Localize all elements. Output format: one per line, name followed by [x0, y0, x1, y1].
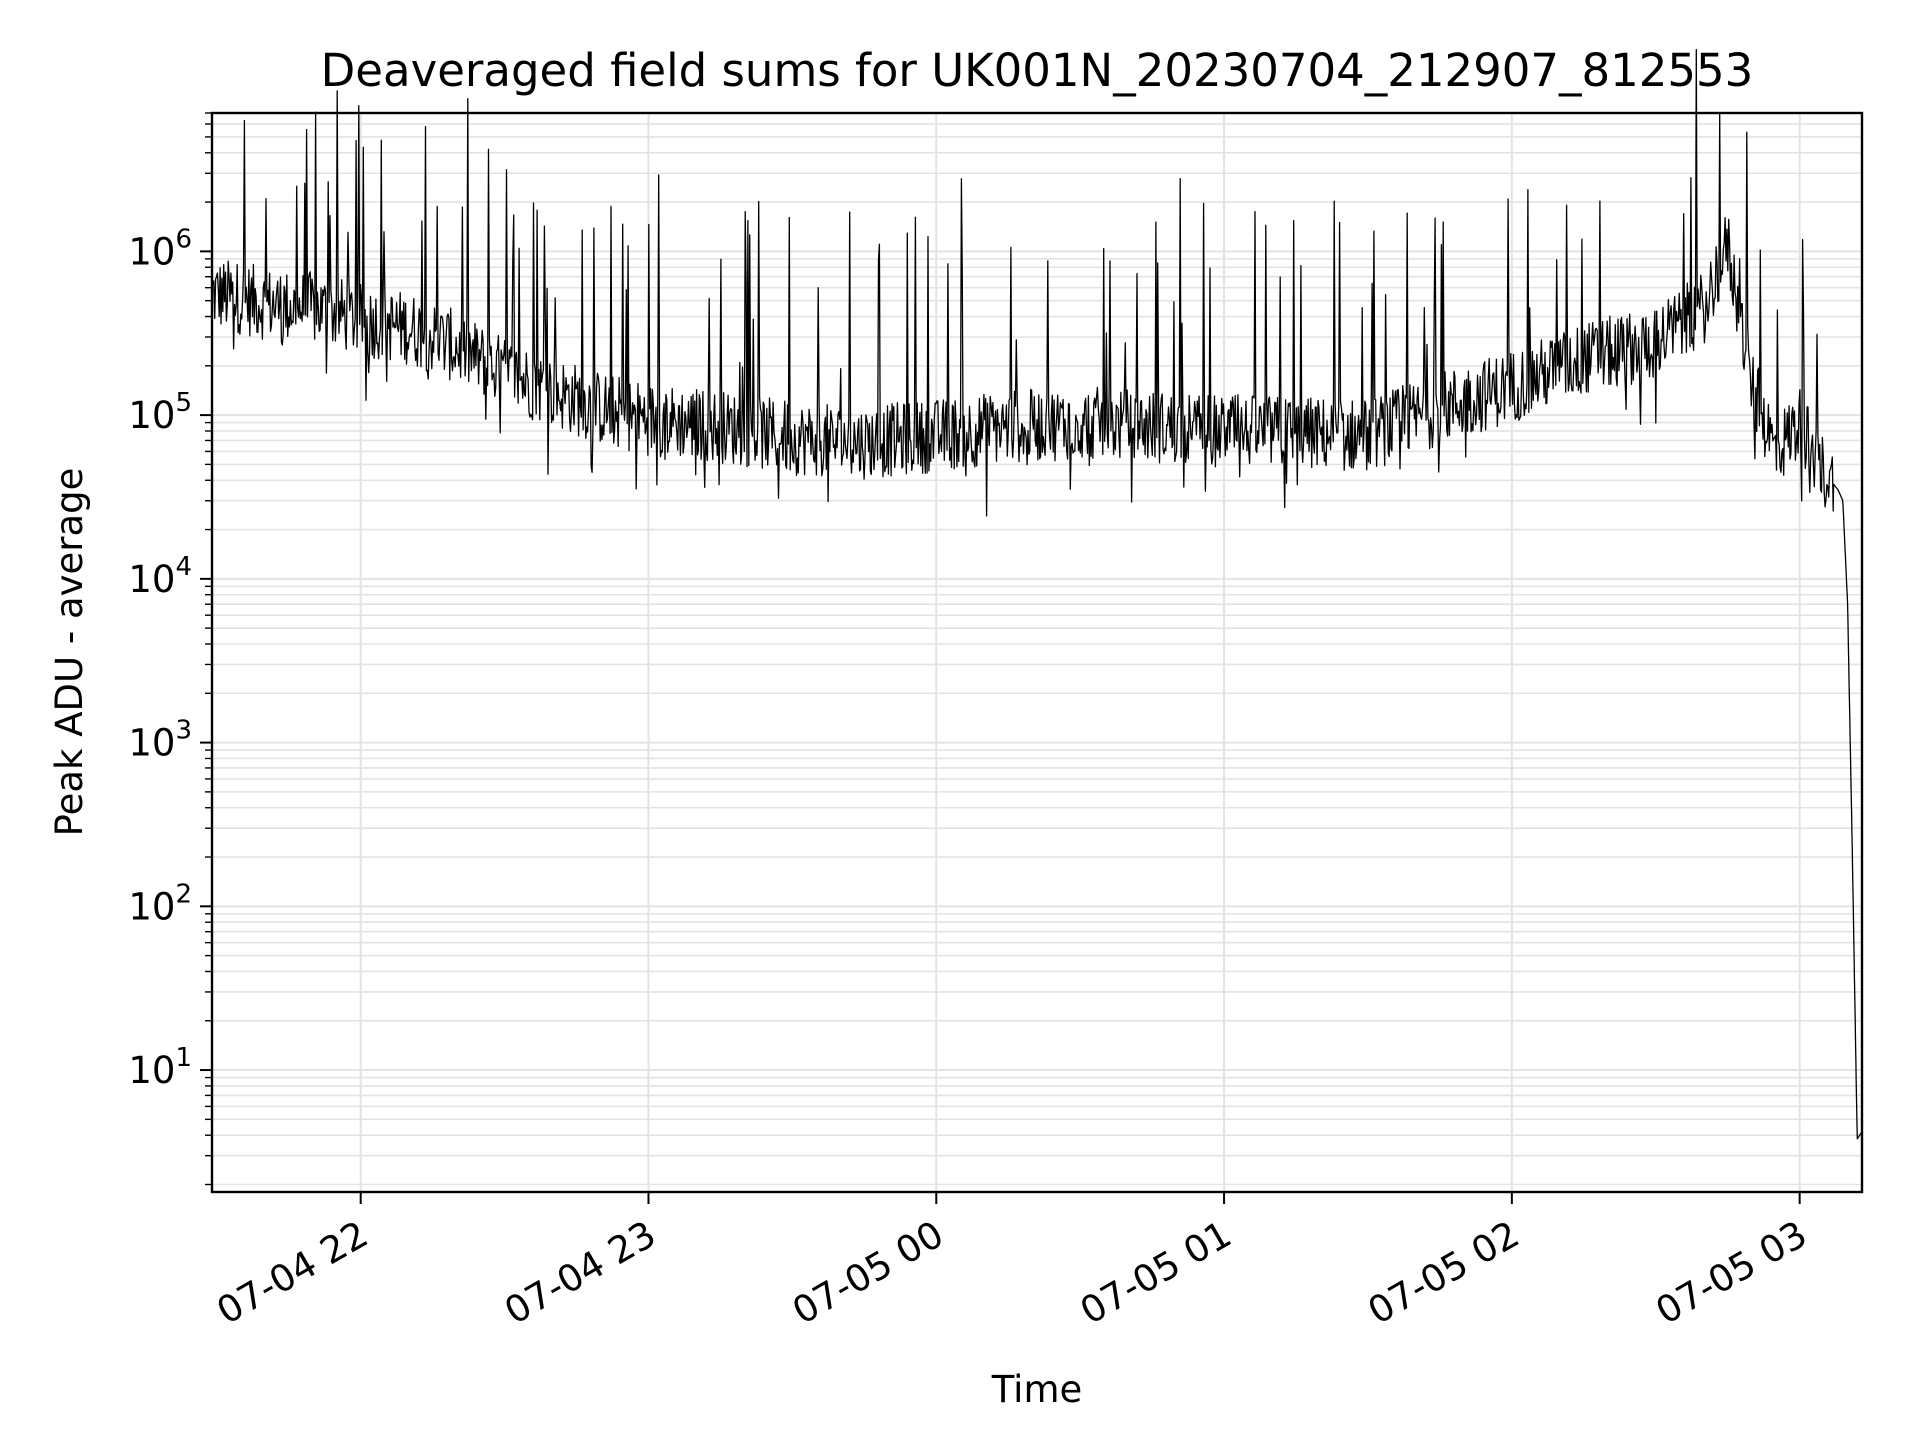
y-tick-exponent: 6 — [175, 224, 192, 254]
y-tick-exponent: 2 — [175, 879, 192, 909]
y-tick-base: 10 — [128, 722, 175, 765]
y-tick-exponent: 4 — [175, 552, 192, 582]
y-tick-base: 10 — [128, 885, 175, 928]
y-tick-label: 105 — [128, 388, 192, 437]
y-tick-base: 10 — [128, 1049, 175, 1092]
x-axis-label: Time — [991, 1368, 1083, 1411]
y-tick-label: 101 — [128, 1043, 192, 1092]
y-tick-exponent: 1 — [175, 1043, 192, 1073]
plot-frame — [210, 111, 1864, 1194]
y-tick-base: 10 — [128, 558, 175, 601]
y-tick-base: 10 — [128, 230, 175, 273]
y-tick-label: 102 — [128, 879, 192, 928]
y-tick-exponent: 5 — [175, 388, 192, 418]
y-tick-label: 106 — [128, 224, 192, 273]
y-tick-label: 103 — [128, 716, 192, 765]
y-tick-exponent: 3 — [175, 716, 192, 746]
series-line — [211, 49, 1863, 1140]
y-tick-base: 10 — [128, 394, 175, 437]
y-axis-label: Peak ADU - average — [48, 468, 91, 837]
y-tick-label: 104 — [128, 552, 192, 601]
chart-title: Deaveraged field sums for UK001N_2023070… — [321, 44, 1754, 97]
series — [211, 49, 1863, 1140]
